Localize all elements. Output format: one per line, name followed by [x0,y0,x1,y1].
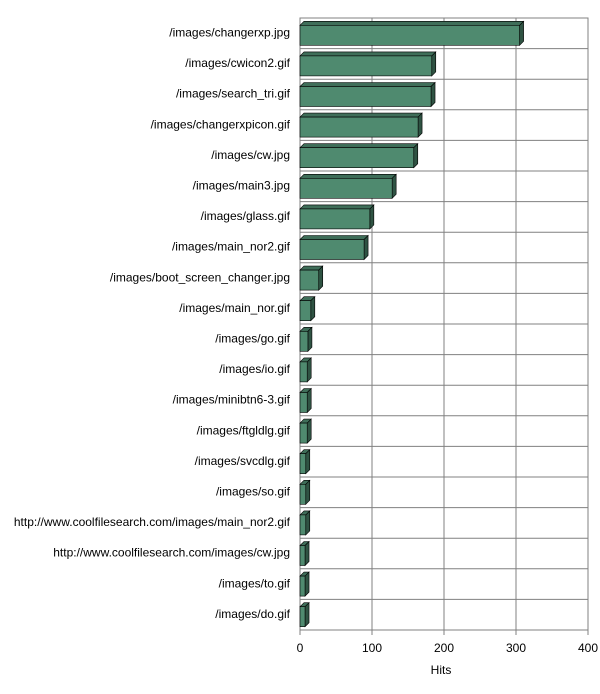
bar-side [318,265,324,291]
bar-front [299,269,320,291]
bar [299,234,369,261]
y-tick-label: /images/cwicon2.gif [185,56,290,70]
bar-side [430,81,436,108]
bar [299,479,311,506]
bar-side [306,357,312,383]
y-tick-label: /images/main_nor.gif [179,301,290,315]
bar [299,418,312,444]
bar-front [299,116,419,138]
bar [299,601,310,628]
bar-top [299,112,423,118]
bar-side [305,510,311,536]
bar [299,326,313,353]
bar-front [299,55,433,77]
y-tick-label: /images/main3.jpg [193,178,290,192]
bar [299,142,419,169]
bar-front [299,606,306,628]
bar-top [299,235,369,240]
bar [299,571,310,597]
x-tick-label: 100 [362,641,382,655]
bar [299,173,397,200]
bar-side [417,112,423,138]
y-tick-label: /images/to.gif [219,576,291,590]
bar-top [299,204,375,210]
y-tick-label: /images/changerxpicon.gif [151,117,291,131]
y-tick-label: /images/do.gif [215,607,290,621]
bar [299,51,437,77]
y-tick-label: /images/io.gif [219,362,290,376]
bar-side [306,418,312,444]
bar [299,448,311,475]
bar-top [299,51,437,57]
y-tick-label: /images/changerxp.jpg [169,25,290,39]
bar-front [299,147,415,168]
bar-front [299,361,308,383]
bar-front [299,24,520,46]
bar-front [299,208,371,230]
x-tick-label: 200 [434,641,454,655]
y-tick-label: /images/go.gif [215,331,290,345]
bar [299,81,436,108]
bar-side [304,571,310,597]
x-tick-label: 0 [297,641,304,655]
y-tick-label: /images/main_nor2.gif [172,240,291,254]
bar-side [307,326,313,353]
bar [299,357,312,383]
y-tick-label: /images/cw.jpg [211,148,290,162]
bar-side [431,51,437,77]
bar-side [305,479,311,506]
bar-side [304,601,310,628]
bar-side [305,448,311,475]
bar [299,540,310,567]
bar [299,112,423,138]
y-tick-label: /images/svcdlg.gif [195,454,291,468]
bar [299,295,316,322]
bar-side [304,540,310,567]
bar-side [363,234,369,261]
y-tick-label: /images/glass.gif [201,209,291,223]
bar-side [310,295,316,322]
bar-front [299,483,307,505]
bar-front [299,453,307,475]
bar-front [299,422,308,444]
bar-front [299,239,365,260]
bar [299,265,324,291]
bar-top [299,174,397,179]
y-tick-label: /images/search_tri.gif [176,87,291,101]
bar-front [299,545,306,566]
bar-side [369,204,375,230]
bar-front [299,178,393,199]
bar [299,204,375,230]
bar-side [391,173,397,200]
bar-side [519,20,524,47]
bar-top [299,82,436,87]
bar-front [299,300,312,322]
bar-front [299,575,306,597]
bar [299,20,525,47]
bar-top [299,20,525,26]
y-tick-label: /images/ftgldlg.gif [197,423,291,437]
x-tick-label: 400 [578,641,598,655]
bar-top [299,143,419,148]
y-tick-label: http://www.coolfilesearch.com/images/cw.… [53,546,290,560]
bar-front [299,86,432,107]
y-tick-label: /images/minibtn6-3.gif [173,393,291,407]
bar [299,510,311,536]
x-axis-label: Hits [431,663,452,677]
bar-side [306,387,312,414]
y-tick-label: /images/so.gif [216,484,291,498]
bar [299,387,312,414]
y-tick-label: http://www.coolfilesearch.com/images/mai… [14,515,291,529]
x-tick-label: 300 [506,641,526,655]
bar-front [299,392,308,413]
bar-front [299,514,307,536]
bar-front [299,330,309,352]
bar-side [413,142,419,169]
y-tick-label: /images/boot_screen_changer.jpg [110,270,290,284]
